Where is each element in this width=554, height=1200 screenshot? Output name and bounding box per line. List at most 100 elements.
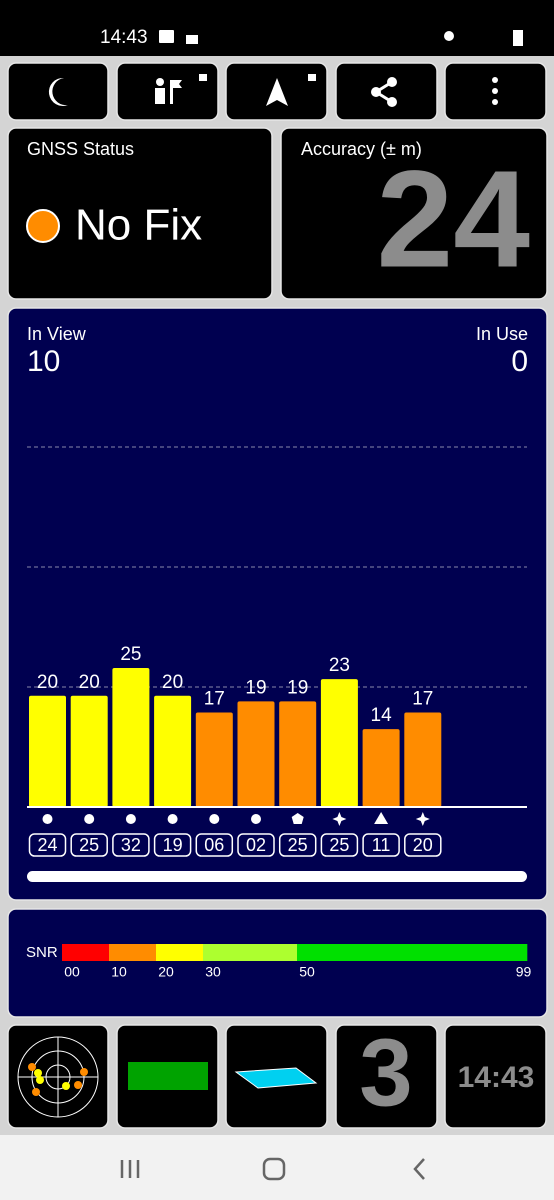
snr-bar [362,729,400,807]
snr-tick-label: 30 [205,964,221,980]
satellites-used-tile[interactable] [335,1024,438,1129]
snr-value: 17 [412,688,433,709]
snr-segment [62,944,109,961]
satellite-id-box [153,833,192,857]
snr-segment [109,944,156,961]
snr-panel [7,908,548,1018]
snr-bar [320,679,358,807]
satellite-id: 11 [372,835,391,855]
snr-bars: 20 24 20 25 25 32 20 19 17 06 19 02 19 25 23 25 14 11 17 20 [28,644,442,857]
satellite-id: 24 [37,835,57,855]
satellites-used-value: 3 [359,1019,412,1126]
snr-value: 23 [329,655,350,676]
satellite-id-box [195,833,234,857]
snr-bar [195,712,233,807]
constellation-icon [251,814,261,824]
snr-value: 25 [120,644,141,665]
snr-bar [112,668,150,807]
snr-value: 19 [287,677,308,698]
in-use-value: 0 [511,345,528,378]
in-use-label: In Use [476,324,528,344]
sky-icon [17,1036,99,1118]
help-button[interactable] [116,62,219,121]
constellation-icon [291,813,304,824]
toolbar [7,62,547,121]
satellite-id: 25 [329,835,349,855]
constellation-icon [84,814,95,824]
snr-bar [154,695,192,807]
home-button[interactable] [262,1157,286,1181]
gnss-status-panel [7,127,273,300]
constellation-icon [125,814,136,824]
satellite-id-box [320,833,359,857]
snr-tick-label: 99 [516,964,532,980]
constellation-icon [415,812,430,826]
accuracy-value: 24 [377,142,531,296]
satellite-id-box [28,833,67,857]
constellation-icon [42,814,53,824]
map-icon [128,1062,208,1090]
snr-tick-label: 00 [64,964,80,980]
arrow-icon [266,78,288,106]
satellite-id: 06 [204,835,224,855]
sky-dots [28,1063,88,1096]
snr-segment [203,944,297,961]
snr-label: SNR [26,944,58,961]
compass-icon [234,1067,318,1089]
clock-value: 14:43 [458,1061,535,1094]
satellite-id: 19 [163,835,183,855]
back-button[interactable] [413,1158,425,1180]
nav-buttons [120,1157,425,1181]
satellite-id-box [362,833,400,857]
menu-icon [492,77,498,105]
satellite-id: 25 [79,835,99,855]
snr-value: 20 [79,672,100,693]
satellite-id: 02 [246,835,266,855]
in-view-value: 10 [27,345,60,378]
snr-segment [297,944,528,961]
grid [27,446,527,688]
satellite-id-box [112,833,150,857]
constellation-icon [332,812,347,826]
tiles: 3 14:43 [7,1019,547,1129]
snr-value: 17 [204,688,225,709]
recents-button[interactable] [120,1160,140,1178]
gnss-status-title: GNSS Status [27,139,134,159]
status-bar [0,0,554,56]
constellation-icon [167,814,178,824]
status-time: 14:43 [100,27,148,48]
snr-segment [156,944,203,961]
accuracy-title: Accuracy (± m) [301,139,422,159]
constellation-icon [374,812,389,824]
satellite-id: 25 [288,835,308,855]
moon-icon [48,77,68,106]
in-view-label: In View [27,324,87,344]
nav-bar [0,1135,554,1200]
snr-tick-label: 10 [111,964,127,980]
constellation-icon [209,814,220,824]
satellite-id-box [70,833,108,857]
status-icons [159,30,523,46]
share-button[interactable] [335,62,438,121]
help-icon [155,74,316,104]
satellite-id-box [237,833,275,857]
snr-value: 20 [37,672,58,693]
satellite-id-box [278,833,317,857]
snr-bar [29,695,66,807]
fix-indicator [26,209,60,243]
night-button[interactable] [7,62,109,121]
gnss-status-value: No Fix [75,201,202,250]
snr-value: 14 [371,705,393,726]
snr-tick-label: 50 [299,964,315,980]
snr-scale: 00 10 20 30 50 99 [62,944,532,980]
snr-bar [237,701,275,807]
snr-bar [404,712,442,807]
snr-value: 19 [245,677,266,698]
clock-tile[interactable] [444,1024,547,1129]
accuracy-panel [280,127,548,300]
satellite-id-box [404,833,442,857]
signal-panel [7,307,548,901]
share-icon [371,77,397,107]
